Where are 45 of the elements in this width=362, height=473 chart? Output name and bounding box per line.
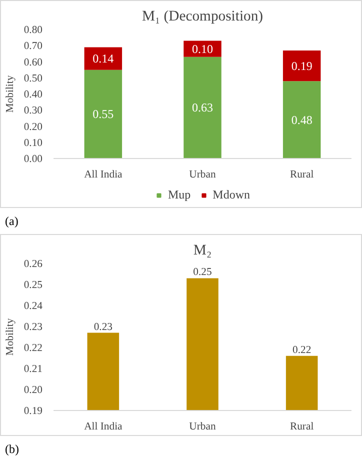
y-tick-label: 0.30 [24,106,43,117]
text: (a) [5,213,18,230]
y-axis-title: Mobility [4,318,16,356]
data-label: 0.23 [94,322,112,333]
y-tick-label: 0.21 [24,364,43,375]
bar [84,70,122,158]
y-tick-label: 0.10 [24,138,43,149]
x-tick-label: All India [84,170,123,180]
bar [84,47,122,70]
data-label: 0.10 [192,42,213,56]
y-tick-label: 0.23 [24,322,43,333]
chart-title: M₁ (Decomposition) [142,8,264,24]
y-tick-label: 0.25 [24,280,43,291]
x-tick-label: Rural [290,170,314,180]
y-axis-title: Mobility [4,74,16,113]
x-tick-label: Urban [189,422,216,432]
y-tick-label: 0.20 [24,385,43,396]
x-tick-label: All India [84,422,123,432]
y-tick-label: 0.40 [24,90,43,100]
bar [282,81,321,158]
bar [184,56,222,158]
y-tick-label: 0.26 [24,259,44,270]
data-label: 0.22 [292,344,312,356]
y-tick-label: 0.50 [24,73,43,84]
y-tick-label: 0.80 [24,25,43,36]
data-label: 0.63 [192,100,213,115]
x-tick-label: Rural [290,422,314,432]
y-tick-label: 0.24 [24,301,44,312]
x-tick-label: Urban [189,170,216,180]
bar [282,50,321,82]
data-label: 0.25 [193,267,212,278]
data-label: 0.55 [92,107,114,122]
legend-label: Mup [168,188,191,202]
data-label: 0.19 [291,58,312,73]
legend-label: Mdown [212,188,250,202]
y-tick-label: 0.22 [24,343,43,354]
y-tick-label: 0.70 [24,41,43,52]
y-tick-label: 0.00 [24,154,43,165]
y-tick-label: 0.60 [24,57,43,68]
text: (b) [5,441,19,458]
y-tick-label: 0.19 [24,406,43,417]
chart-title: M₂ [193,242,212,258]
data-label: 0.48 [291,112,312,127]
data-label: 0.14 [92,52,114,66]
y-tick-label: 0.20 [24,122,43,133]
